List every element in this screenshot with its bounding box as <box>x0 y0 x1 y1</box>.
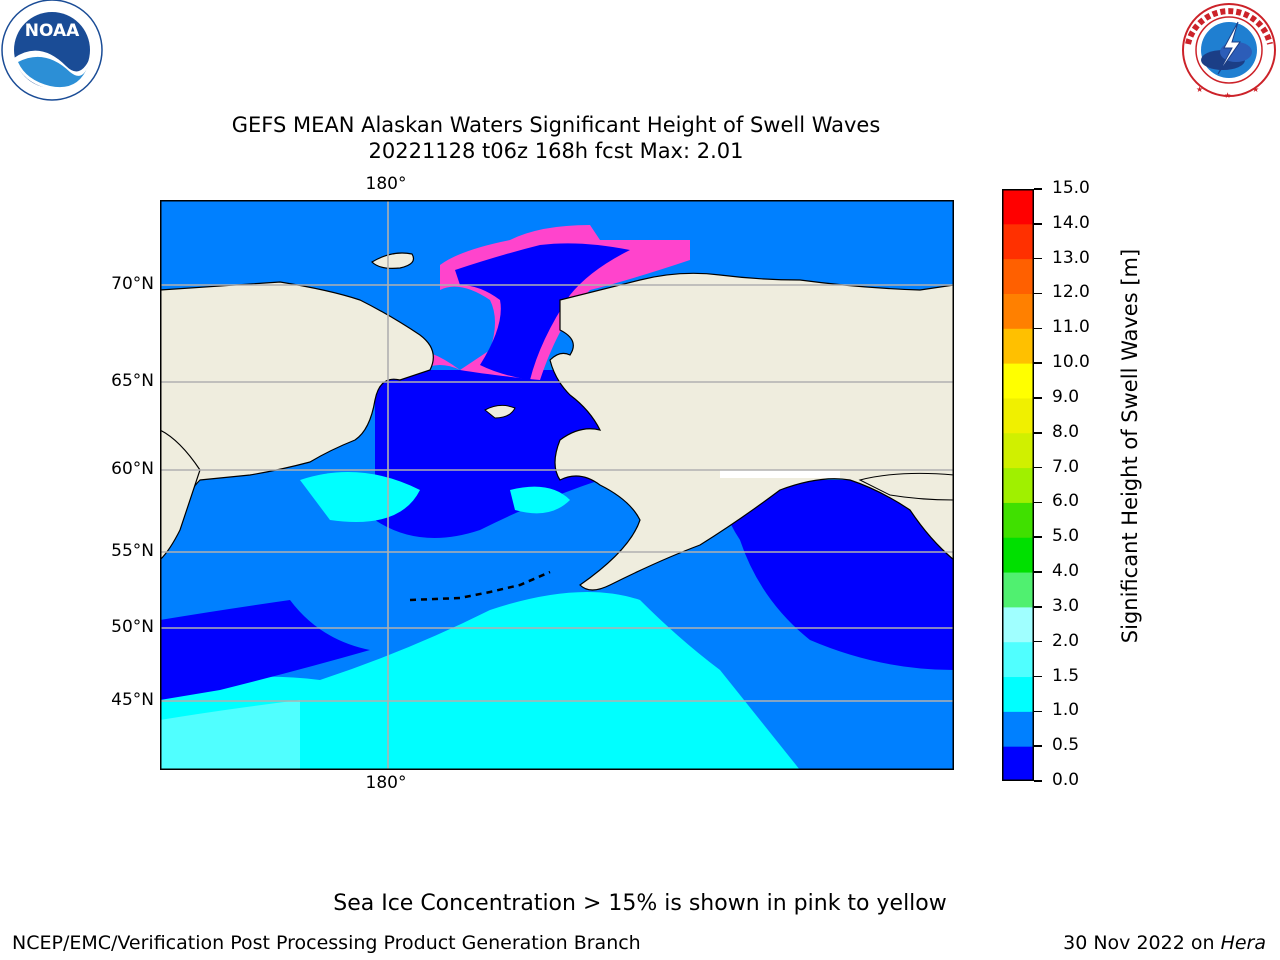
colorbar-tick-label: 15.0 <box>1052 178 1090 198</box>
ocean-band-low-gulf <box>720 480 954 670</box>
ocean-band-low-sw <box>160 600 370 700</box>
lat-label-50: 50°N <box>111 617 154 637</box>
map-frame <box>160 200 954 770</box>
colorbar-swatch <box>1002 676 1034 712</box>
branch-credit: NCEP/EMC/Verification Post Processing Pr… <box>12 932 641 954</box>
lat-label-45: 45°N <box>111 690 154 710</box>
colorbar-tick-label: 1.5 <box>1052 665 1080 686</box>
colorbar-frame <box>1002 189 1034 781</box>
colorbar-swatch <box>1002 711 1034 747</box>
ocean-band-1-5 <box>160 592 800 770</box>
svg-text:★: ★ <box>1196 85 1203 94</box>
noaa-logo: NOAA <box>0 0 104 104</box>
land-alaska <box>549 272 954 591</box>
lat-label-60: 60°N <box>111 459 154 479</box>
land-siberia <box>160 281 434 501</box>
colorbar-tick-mark <box>1034 606 1042 608</box>
colorbar-swatch <box>1002 502 1034 538</box>
land-kamchatka <box>160 429 201 561</box>
ocean-band-2-0 <box>160 700 300 770</box>
colorbar-tick-label: 4.0 <box>1052 561 1080 582</box>
colorbar-swatch <box>1002 467 1034 503</box>
run-machine: Hera <box>1220 932 1266 954</box>
colorbar-tick-label: 3.0 <box>1052 595 1080 616</box>
colorbar-swatches <box>1002 189 1034 782</box>
colorbar-tick-label: 0.5 <box>1052 735 1080 756</box>
colorbar-tick-mark <box>1034 710 1042 713</box>
colorbar-swatch <box>1002 572 1034 608</box>
colorbar-tick-mark <box>1034 640 1042 643</box>
title-line-1: GEFS MEAN Alaskan Waters Significant Hei… <box>231 113 881 137</box>
colorbar-tick-mark <box>1034 466 1042 469</box>
colorbar-swatch <box>1002 432 1034 469</box>
svg-text:★: ★ <box>1252 85 1259 94</box>
sea-ice-note: Sea Ice Concentration > 15% is shown in … <box>333 891 947 916</box>
colorbar-tick-label: 13.0 <box>1052 247 1090 268</box>
colorbar-tick-mark <box>1034 362 1042 364</box>
colorbar-swatch <box>1002 258 1034 294</box>
swell-height-map <box>160 200 954 770</box>
colorbar-tick-label: 0.0 <box>1052 770 1080 790</box>
colorbar-swatch <box>1002 746 1034 782</box>
land-canada-coast <box>858 472 954 501</box>
colorbar-tick-label: 6.0 <box>1052 491 1080 512</box>
colorbar-swatch <box>1002 641 1034 678</box>
lon-label-top: 180° <box>365 174 407 194</box>
land-st-lawrence-island <box>484 404 516 419</box>
sea-ice-open-water <box>455 243 630 380</box>
colorbar-tick-label: 9.0 <box>1052 386 1080 407</box>
nws-logo: ★ ★ ★ <box>1178 0 1280 100</box>
colorbar-tick-mark <box>1034 327 1042 330</box>
colorbar-tick-mark <box>1034 397 1042 399</box>
colorbar-swatch <box>1002 606 1034 643</box>
colorbar-tick-label: 10.0 <box>1052 352 1090 373</box>
land-wrangel-island <box>371 252 415 269</box>
lat-label-65: 65°N <box>111 371 154 391</box>
chart-title: GEFS MEAN Alaskan Waters Significant Hei… <box>0 112 1112 164</box>
colorbar-tick-mark <box>1034 188 1042 190</box>
lon-label-bottom: 180° <box>365 773 407 793</box>
colorbar-tick-label: 2.0 <box>1052 630 1080 651</box>
title-line-2: 20221128 t06z 168h fcst Max: 2.01 <box>368 139 744 163</box>
colorbar-tick-label: 8.0 <box>1052 421 1080 442</box>
colorbar-tick-mark <box>1034 292 1042 295</box>
colorbar <box>1002 189 1034 782</box>
colorbar-swatch <box>1002 537 1034 573</box>
colorbar-tick-mark <box>1034 780 1042 782</box>
run-date-text: 30 Nov 2022 on <box>1063 932 1221 954</box>
noaa-logo-text: NOAA <box>25 21 80 41</box>
colorbar-title: Significant Height of Swell Waves [m] <box>1118 248 1142 644</box>
map-panel <box>160 200 954 770</box>
colorbar-swatch <box>1002 293 1034 329</box>
ocean-patch-cyan-2 <box>510 486 570 514</box>
colorbar-tick-mark <box>1034 675 1042 678</box>
colorbar-tick-mark <box>1034 571 1042 573</box>
colorbar-tick-mark <box>1034 536 1042 538</box>
colorbar-swatch <box>1002 189 1034 225</box>
colorbar-tick-mark <box>1034 223 1042 225</box>
colorbar-swatch <box>1002 223 1034 260</box>
colorbar-tick-label: 14.0 <box>1052 212 1090 233</box>
colorbar-swatch <box>1002 363 1034 399</box>
colorbar-tick-label: 7.0 <box>1052 456 1080 477</box>
aleutian-islands <box>409 570 551 602</box>
lat-label-55: 55°N <box>111 541 154 561</box>
run-date: 30 Nov 2022 on Hera <box>1063 932 1266 954</box>
colorbar-tick-mark <box>1034 432 1042 434</box>
svg-text:★: ★ <box>1224 91 1231 100</box>
colorbar-tick-mark <box>1034 257 1042 260</box>
ocean-patch-cyan-1 <box>300 472 420 522</box>
gulf-no-data <box>720 470 840 478</box>
colorbar-tick-label: 12.0 <box>1052 282 1090 303</box>
colorbar-swatch <box>1002 328 1034 364</box>
colorbar-tick-mark <box>1034 501 1042 504</box>
map-gridlines <box>160 200 954 770</box>
colorbar-tick-label: 1.0 <box>1052 700 1080 721</box>
colorbar-tick-mark <box>1034 745 1042 747</box>
colorbar-swatch <box>1002 397 1034 434</box>
colorbar-tick-label: 5.0 <box>1052 526 1080 547</box>
lat-label-70: 70°N <box>111 274 154 294</box>
colorbar-tick-label: 11.0 <box>1052 317 1090 338</box>
